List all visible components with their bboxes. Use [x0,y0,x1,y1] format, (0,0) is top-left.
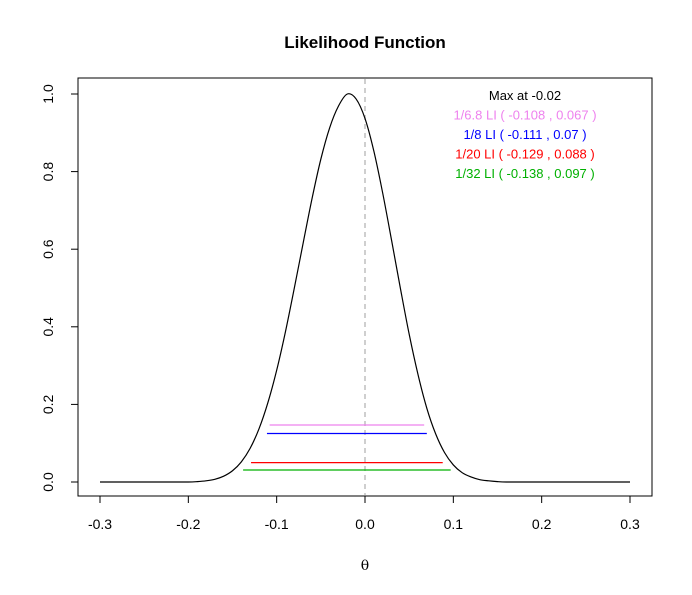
likelihood-curve [100,93,630,483]
chart-title: Likelihood Function [284,33,445,52]
annotations: Max at -0.02 1/6.8 LI ( -0.108 , 0.067 ) 1… [453,88,596,181]
y-tick-label: 0.8 [40,162,56,182]
annotation-text: 1/32 LI ( -0.138 , 0.097 ) [455,166,594,181]
x-tick-label: 0.1 [444,516,464,532]
x-tick-label: 0.0 [355,516,375,532]
x-tick-label: -0.1 [265,516,289,532]
y-tick-label: 0.2 [40,394,56,414]
x-axis: -0.3 -0.2 -0.1 0.0 0.1 0.2 0.3 [88,495,640,532]
likelihood-intervals [243,424,451,471]
x-tick-label: 0.2 [532,516,552,532]
y-tick-label: 0.4 [40,317,56,337]
annotation-text: Max at -0.02 [489,88,561,103]
y-tick-label: 0.0 [40,472,56,492]
annotation-text: 1/6.8 LI ( -0.108 , 0.067 ) [453,108,596,123]
x-tick-label: 0.3 [620,516,640,532]
annotation-text: 1/20 LI ( -0.129 , 0.088 ) [455,147,594,162]
y-tick-label: 1.0 [40,84,56,104]
x-tick-label: -0.3 [88,516,112,532]
x-axis-label: θ [361,558,369,574]
annotation-text: 1/8 LI ( -0.111 , 0.07 ) [463,127,586,142]
y-tick-label: 0.6 [40,239,56,259]
x-tick-label: -0.2 [176,516,200,532]
y-axis: 0.0 0.2 0.4 0.6 0.8 1.0 [40,84,79,492]
